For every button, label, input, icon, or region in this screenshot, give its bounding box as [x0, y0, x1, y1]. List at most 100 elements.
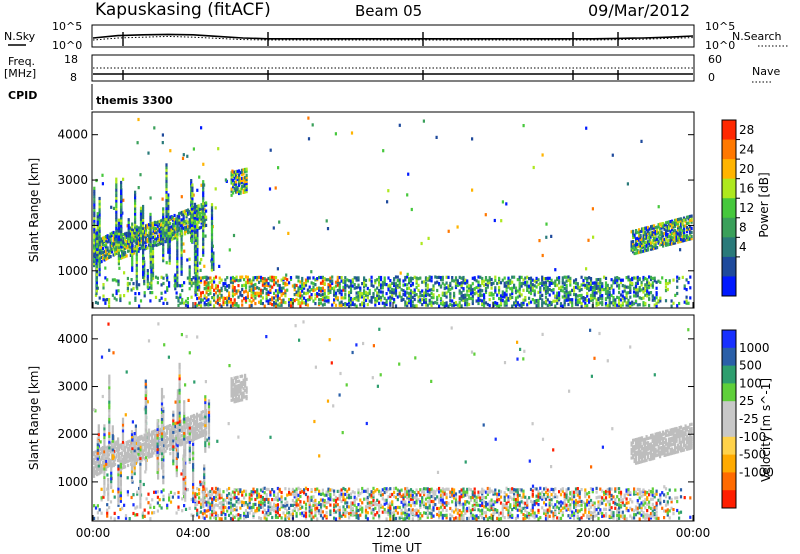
power-pixel [338, 303, 341, 307]
velocity-pixel [256, 488, 259, 492]
power-pixel [129, 248, 132, 252]
velocity-pixel [507, 508, 510, 512]
power-pixel [119, 254, 122, 258]
velocity-pixel [460, 490, 463, 494]
velocity-pixel [346, 505, 349, 509]
velocity-pixel [299, 500, 302, 504]
power-pixel [479, 275, 482, 279]
power-pixel [237, 279, 240, 283]
power-pixel [105, 257, 108, 261]
power-pixel [588, 284, 591, 288]
velocity-pixel [318, 509, 321, 513]
power-pixel [178, 218, 181, 222]
power-pixel [647, 248, 650, 252]
velocity-pixel [222, 502, 225, 506]
velocity-pixel [168, 498, 171, 502]
power-pixel [400, 298, 403, 302]
power-pixel [462, 278, 465, 282]
power-pixel [310, 296, 313, 300]
power-pixel [329, 288, 332, 292]
power-pixel [210, 230, 214, 234]
power-pixel [597, 301, 600, 305]
power-pixel [191, 207, 194, 211]
velocity-pixel [389, 517, 392, 521]
velocity-pixel [366, 505, 369, 509]
power-pixel [439, 297, 443, 301]
power-pixel [554, 281, 557, 285]
velocity-pixel [265, 497, 268, 501]
power-pixel [182, 153, 185, 157]
power-pixel [663, 239, 666, 244]
power-pixel [456, 280, 459, 285]
power-pixel [276, 303, 279, 307]
power-pixel [178, 226, 181, 230]
velocity-pixel [291, 489, 294, 493]
power-pixel [589, 281, 593, 285]
velocity-pixel [464, 490, 467, 494]
power-pixel [574, 295, 578, 299]
velocity-pixel [323, 504, 326, 508]
velocity-pixel [462, 506, 465, 510]
power-pixel [340, 300, 343, 304]
velocity-pixel [348, 505, 351, 509]
power-pixel [333, 300, 336, 304]
power-pixel [599, 286, 602, 290]
power-pixel [567, 293, 570, 297]
velocity-pixel [214, 498, 218, 502]
power-pixel [443, 286, 446, 291]
velocity-pixel [243, 501, 246, 505]
power-pixel [148, 233, 151, 237]
power-pixel [161, 141, 164, 145]
power-pixel [177, 299, 180, 303]
power-pixel [288, 298, 291, 302]
velocity-pixel [214, 513, 218, 517]
power-pixel [518, 303, 521, 307]
power-pixel [539, 296, 542, 300]
velocity-pixel [168, 495, 171, 499]
power-pixel [537, 301, 540, 305]
power-pixel [565, 298, 568, 302]
power-pixel [649, 277, 653, 282]
power-pixel [650, 243, 653, 247]
power-pixel [134, 231, 137, 235]
power-pixel [639, 246, 642, 250]
power-pixel [636, 275, 639, 279]
velocity-pixel [220, 510, 223, 514]
velocity-pixel [284, 504, 287, 508]
power-pixel [102, 246, 105, 250]
power-pixel [680, 223, 683, 227]
power-pixel [531, 286, 534, 290]
power-pixel [131, 257, 134, 262]
power-pixel [117, 256, 120, 260]
power-pixel [93, 230, 96, 234]
power-pixel [200, 217, 203, 221]
power-pixel [252, 287, 255, 291]
power-pixel [344, 286, 347, 290]
power-pixel [232, 183, 235, 187]
power-pixel [597, 278, 600, 282]
power-pixel [634, 291, 638, 295]
power-pixel [350, 131, 354, 135]
velocity-pixel [477, 508, 480, 512]
power-pixel [137, 239, 140, 243]
power-pixel [683, 232, 686, 236]
velocity-pixel [428, 506, 431, 510]
power-pixel [202, 245, 205, 249]
power-pixel [230, 173, 233, 177]
power-pixel [108, 249, 111, 253]
power-pixel [202, 218, 205, 222]
power-pixel [349, 283, 353, 288]
power-pixel [636, 294, 639, 298]
power-pixel [180, 259, 183, 263]
power-pixel [364, 293, 368, 298]
power-pixel [196, 255, 199, 259]
power-pixel [120, 221, 123, 225]
velocity-pixel [318, 511, 321, 515]
velocity-pixel [237, 492, 240, 496]
power-pixel [200, 215, 203, 219]
power-pixel [121, 256, 124, 260]
power-pixel [280, 278, 283, 282]
velocity-pixel [166, 506, 169, 510]
power-pixel [466, 279, 469, 283]
power-pixel [665, 237, 668, 241]
